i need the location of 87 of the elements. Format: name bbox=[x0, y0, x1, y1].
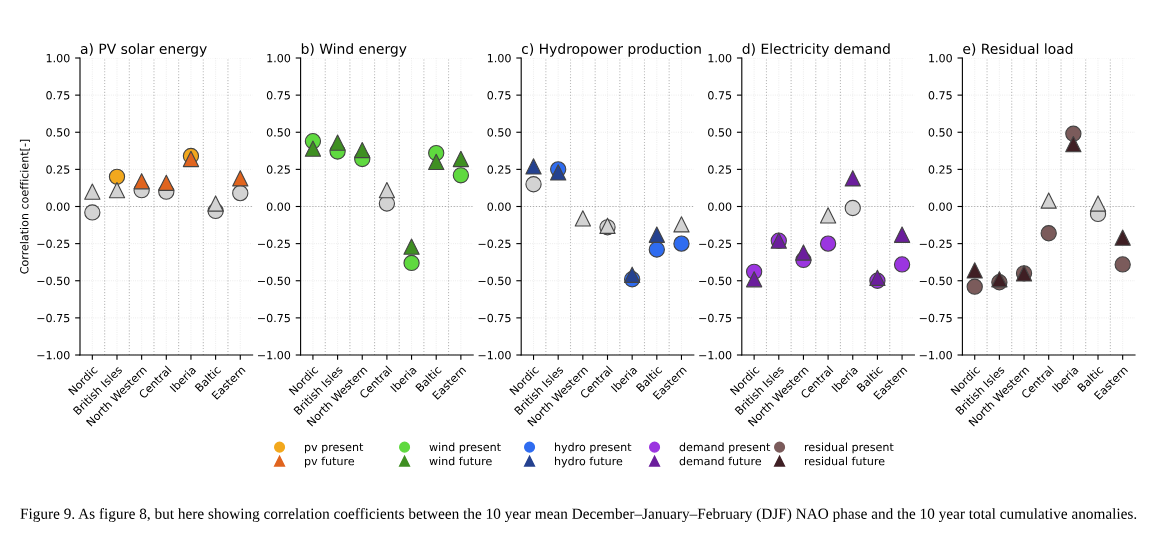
legend-label: residual future bbox=[805, 456, 885, 466]
point bbox=[354, 141, 371, 159]
y-tick-label: −0.50 bbox=[37, 276, 70, 286]
y-tick-label: −0.25 bbox=[478, 239, 511, 248]
y-tick-label: −0.50 bbox=[258, 276, 291, 286]
legend-label: residual present bbox=[805, 442, 894, 454]
y-tick-label: 1.00 bbox=[929, 53, 952, 63]
point bbox=[452, 150, 470, 168]
y-tick-label: −1.00 bbox=[919, 350, 952, 360]
point bbox=[966, 262, 983, 279]
y-tick-label: 0.25 bbox=[708, 165, 732, 174]
chart-title: d) Electricity demand bbox=[742, 43, 890, 57]
y-tick-label: 0.25 bbox=[487, 165, 511, 174]
point bbox=[329, 134, 346, 151]
point bbox=[623, 266, 641, 283]
point bbox=[893, 226, 911, 243]
point bbox=[1040, 192, 1057, 209]
point bbox=[795, 244, 812, 261]
point bbox=[158, 174, 175, 191]
y-tick-label: 1.00 bbox=[46, 53, 70, 63]
point bbox=[428, 153, 445, 171]
y-tick-label: 0.00 bbox=[708, 202, 732, 211]
point bbox=[648, 226, 665, 243]
y-tick-label: 0.00 bbox=[928, 202, 952, 211]
point bbox=[745, 271, 763, 288]
y-tick-label: 0.25 bbox=[266, 165, 290, 174]
caption: Figure 9. As figure 8, but here showing correlation coefficients between the 10 year mean December–January–February (DJF) NAO phase and the 10 year total cumulative anomalies. bbox=[20, 507, 1137, 523]
y-tick-label: −0.75 bbox=[699, 313, 732, 323]
point bbox=[378, 182, 396, 199]
y-tick-label: −1.00 bbox=[699, 350, 732, 360]
legend-label: wind present bbox=[429, 442, 501, 454]
legend-label: pv present bbox=[305, 443, 364, 454]
point bbox=[133, 173, 150, 190]
y-tick-label: −0.50 bbox=[919, 276, 952, 286]
legend-label: pv future bbox=[305, 456, 355, 468]
y-tick-label: 0.75 bbox=[46, 91, 70, 100]
y-tick-label: −0.50 bbox=[699, 276, 732, 286]
y-tick-label: 0.50 bbox=[46, 128, 70, 137]
y-tick-label: 0.75 bbox=[928, 91, 952, 100]
point bbox=[304, 140, 322, 157]
y-tick-label: 1.00 bbox=[267, 53, 291, 63]
y-tick-label: 1.00 bbox=[487, 53, 511, 63]
y-tick-label: 0.50 bbox=[487, 128, 511, 137]
y-tick-label: 0.75 bbox=[487, 91, 511, 100]
chart-title: e) Residual load bbox=[963, 43, 1073, 56]
y-tick-label: 0.00 bbox=[266, 202, 291, 211]
y-tick-label: 0.50 bbox=[266, 128, 291, 137]
y-tick-label: −1.00 bbox=[37, 350, 70, 360]
point bbox=[525, 158, 542, 175]
y-tick-label: −0.75 bbox=[258, 313, 290, 323]
legend-label: wind future bbox=[429, 456, 492, 466]
y-axis-title: Correlation coefficient[-] bbox=[19, 139, 30, 274]
y-tick-label: −0.50 bbox=[478, 276, 511, 286]
chart-title: a) PV solar energy bbox=[80, 43, 207, 57]
y-tick-label: −0.75 bbox=[919, 313, 952, 323]
y-tick-label: 0.25 bbox=[46, 165, 70, 174]
y-tick-label: −0.25 bbox=[258, 239, 290, 248]
y-tick-label: 0.25 bbox=[928, 165, 952, 174]
y-tick-label: 0.00 bbox=[487, 202, 511, 211]
point bbox=[574, 210, 592, 227]
legend-label: hydro future bbox=[555, 456, 623, 468]
point bbox=[1065, 135, 1082, 153]
y-tick-label: −0.75 bbox=[478, 313, 511, 323]
y-tick-label: 0.75 bbox=[266, 91, 290, 100]
legend-label: demand future bbox=[679, 456, 762, 466]
point bbox=[844, 170, 861, 187]
y-tick-label: −0.25 bbox=[37, 239, 70, 248]
y-tick-label: −0.75 bbox=[37, 313, 70, 323]
y-tick-label: −0.25 bbox=[699, 239, 732, 248]
y-tick-label: 0.75 bbox=[708, 91, 732, 100]
y-tick-label: 1.00 bbox=[708, 53, 732, 63]
point bbox=[1089, 195, 1107, 212]
legend-label: hydro present bbox=[555, 442, 632, 454]
point bbox=[232, 170, 249, 187]
point bbox=[819, 207, 837, 224]
y-tick-label: −0.25 bbox=[919, 239, 952, 248]
y-tick-label: −1.00 bbox=[478, 350, 511, 360]
chart-title: b) Wind energy bbox=[301, 43, 407, 57]
point bbox=[673, 216, 690, 233]
chart-title: c) Hydropower production bbox=[521, 43, 701, 57]
point bbox=[403, 238, 420, 255]
y-tick-label: 0.50 bbox=[928, 128, 952, 137]
y-tick-label: 0.00 bbox=[46, 202, 70, 211]
point bbox=[1114, 229, 1131, 246]
y-tick-label: −1.00 bbox=[258, 350, 291, 360]
legend-label: demand present bbox=[679, 442, 771, 454]
y-tick-label: 0.50 bbox=[708, 128, 732, 137]
